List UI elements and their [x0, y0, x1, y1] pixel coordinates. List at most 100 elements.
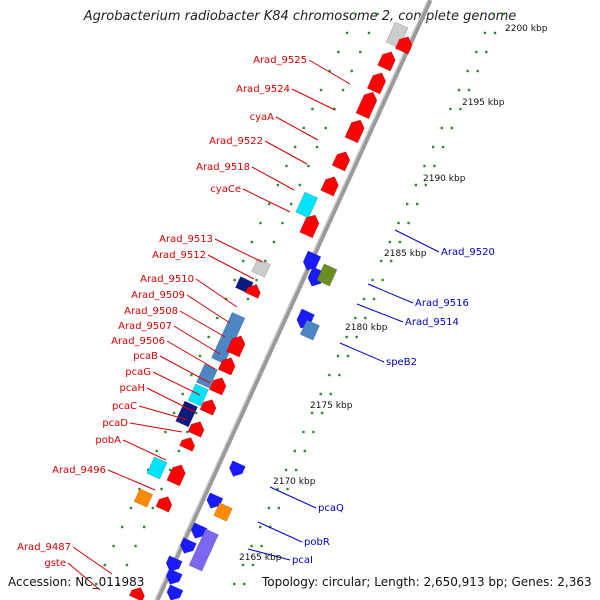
- gene-label[interactable]: Arad_9525: [253, 55, 307, 66]
- forward-gene-arrow[interactable]: [331, 149, 352, 172]
- gene-label[interactable]: pcaD: [102, 418, 128, 429]
- gene-label[interactable]: pcaI: [292, 555, 313, 566]
- gene-label[interactable]: pcaB: [133, 351, 158, 362]
- gene-feature[interactable]: [213, 502, 233, 522]
- forward-gene-arrow[interactable]: [394, 34, 414, 55]
- guide-dot: [441, 145, 445, 149]
- gene-label[interactable]: Arad_9487: [17, 542, 71, 553]
- guide-dot: [233, 278, 236, 282]
- guide-dot: [310, 411, 314, 415]
- guide-dot: [284, 468, 288, 472]
- left-gene-labels: Arad_9525 Arad_9524 cyaA Arad_9522 Arad_…: [17, 55, 307, 569]
- leader-line: [67, 562, 101, 591]
- forward-gene-arrow[interactable]: [344, 117, 367, 144]
- forward-gene-arrow[interactable]: [128, 585, 147, 600]
- leader-line: [179, 310, 226, 338]
- gene-label[interactable]: Arad_9524: [236, 84, 290, 95]
- tick-labels: 2200 kbp 2195 kbp 2190 kbp 2185 kbp 2180…: [239, 24, 548, 563]
- leader-line: [394, 229, 440, 253]
- forward-gene-arrow[interactable]: [366, 70, 388, 95]
- gene-feature[interactable]: [146, 456, 168, 480]
- guide-dot: [164, 430, 167, 434]
- forward-gene-arrow[interactable]: [244, 282, 263, 299]
- forward-gene-arrow[interactable]: [377, 49, 398, 72]
- guide-dot: [390, 259, 393, 263]
- forward-gene-arrow[interactable]: [226, 333, 248, 358]
- gene-label[interactable]: Arad_9512: [152, 250, 206, 261]
- guide-dot: [319, 392, 322, 396]
- forward-gene-arrow[interactable]: [155, 494, 175, 513]
- gene-label[interactable]: pobA: [95, 435, 121, 446]
- gene-label[interactable]: Arad_9507: [118, 321, 172, 332]
- guide-dot: [493, 31, 497, 35]
- guide-dot: [177, 449, 180, 453]
- gene-feature[interactable]: [295, 191, 319, 219]
- reverse-gene-arrow[interactable]: [164, 568, 183, 588]
- guide-dot: [251, 563, 255, 567]
- gene-feature[interactable]: [299, 319, 320, 341]
- guide-dot: [467, 88, 471, 92]
- tick-label: 2185 kbp: [384, 249, 427, 259]
- guide-dot: [246, 297, 250, 301]
- guide-dot: [143, 525, 146, 529]
- reverse-gene-arrow[interactable]: [164, 555, 183, 575]
- gene-label[interactable]: Arad_9510: [140, 274, 194, 285]
- reverse-gene-arrow[interactable]: [164, 584, 184, 600]
- guide-dot: [250, 240, 254, 244]
- reverse-gene-arrow[interactable]: [301, 250, 322, 273]
- gene-label[interactable]: Arad_9522: [209, 136, 263, 147]
- gene-label[interactable]: pcaC: [112, 401, 137, 412]
- forward-gene-arrow[interactable]: [355, 89, 380, 120]
- forward-gene-arrow[interactable]: [299, 212, 322, 239]
- guide-dot: [155, 449, 158, 453]
- gene-feature[interactable]: [251, 258, 271, 278]
- forward-gene-arrow[interactable]: [166, 462, 188, 487]
- guide-dot: [293, 145, 297, 149]
- gene-label[interactable]: Arad_9520: [441, 247, 495, 258]
- gene-label[interactable]: Arad_9518: [196, 162, 250, 173]
- forward-gene-arrow[interactable]: [179, 435, 198, 452]
- gene-label[interactable]: Arad_9513: [159, 234, 213, 245]
- gene-feature[interactable]: [175, 400, 198, 428]
- gene-label[interactable]: Arad_9516: [415, 298, 469, 309]
- forward-gene-arrow[interactable]: [187, 419, 207, 438]
- leader-line: [146, 387, 196, 413]
- guide-dot: [345, 335, 348, 339]
- gene-label[interactable]: pcaQ: [318, 503, 344, 514]
- gene-feature[interactable]: [188, 528, 219, 572]
- guide-dot: [367, 31, 371, 35]
- gene-label[interactable]: pcaH: [120, 383, 146, 394]
- gene-label[interactable]: Arad_9506: [111, 336, 165, 347]
- gene-label[interactable]: gste: [44, 558, 66, 569]
- gene-label[interactable]: pcaG: [125, 367, 151, 378]
- reverse-gene-arrow[interactable]: [178, 537, 197, 557]
- gene-label[interactable]: speB2: [386, 357, 417, 368]
- forward-gene-arrow[interactable]: [208, 375, 228, 396]
- gene-feature[interactable]: [316, 263, 338, 287]
- gene-label[interactable]: pobR: [304, 537, 330, 548]
- gene-label[interactable]: cyaA: [250, 112, 275, 123]
- gene-label[interactable]: Arad_9509: [131, 290, 185, 301]
- forward-gene-arrow[interactable]: [320, 174, 341, 197]
- guide-dot: [241, 563, 245, 567]
- guide-dot: [194, 411, 198, 415]
- guide-dot: [324, 126, 327, 130]
- guide-dot: [424, 183, 428, 187]
- gene-feature[interactable]: [133, 488, 154, 508]
- forward-gene-arrow[interactable]: [199, 397, 219, 416]
- gene-label[interactable]: Arad_9496: [52, 465, 106, 476]
- reverse-gene-arrow[interactable]: [227, 460, 246, 480]
- gene-feature[interactable]: [187, 383, 209, 407]
- gene-label[interactable]: cyaCe: [210, 184, 241, 195]
- guide-dot: [216, 316, 219, 320]
- gene-label[interactable]: Arad_9508: [124, 306, 178, 317]
- forward-gene-arrow[interactable]: [217, 355, 237, 376]
- guide-dot: [303, 449, 306, 453]
- guide-dot: [134, 544, 137, 548]
- leader-line: [291, 88, 336, 111]
- leader-line: [152, 371, 201, 396]
- gene-label[interactable]: Arad_9514: [405, 317, 459, 328]
- guide-dot: [117, 582, 120, 586]
- guide-dot: [264, 259, 267, 263]
- guide-dot: [333, 107, 336, 111]
